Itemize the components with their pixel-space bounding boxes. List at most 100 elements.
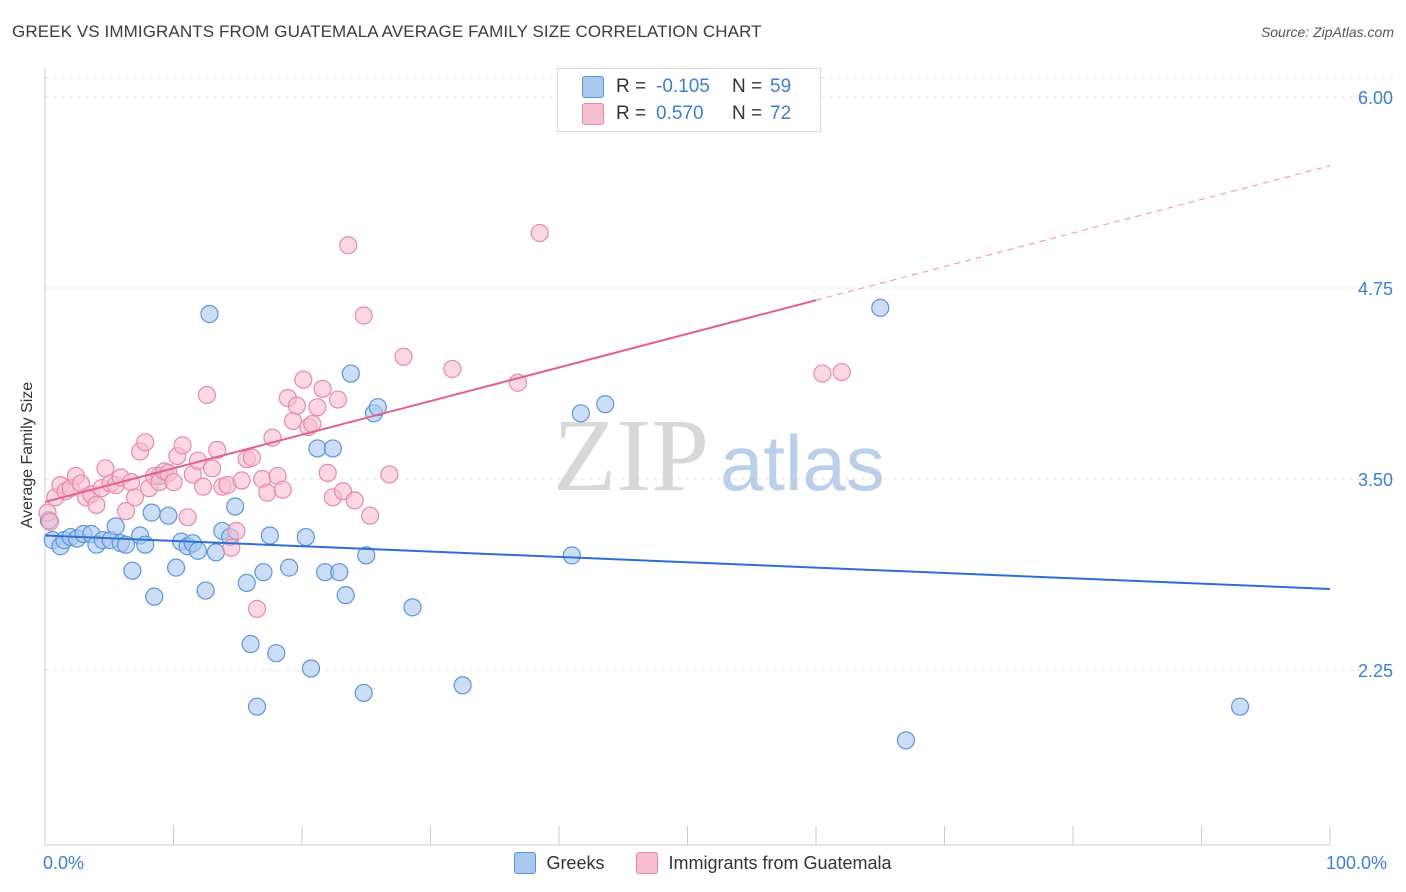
guatemala-point: [345, 491, 364, 510]
greeks-legend-swatch: [514, 852, 537, 874]
guatemala-legend-swatch: [636, 852, 659, 874]
greek-point: [206, 543, 226, 562]
legend-item-guatemala[interactable]: Immigrants from Guatemala: [636, 852, 892, 874]
guatemala-point: [202, 459, 222, 478]
guatemala-point: [116, 501, 136, 521]
trend-line-0: [44, 534, 1331, 591]
legend-item-greeks[interactable]: Greeks: [514, 852, 604, 874]
greek-point: [341, 364, 360, 383]
legend-n-label: N =: [732, 103, 763, 124]
greek-point: [196, 581, 215, 600]
guatemala-point: [222, 538, 241, 557]
y-tick-labels: 2.25 3.50 4.75 6.00: [1358, 88, 1393, 681]
axis-layer: [44, 68, 1331, 846]
guatemala-point: [41, 512, 60, 531]
guatemala-point: [197, 385, 217, 405]
series-legend: Greeks Immigrants from Guatemala: [0, 852, 1406, 874]
guatemala-point: [443, 359, 462, 379]
legend-n-value: 72: [770, 103, 792, 124]
legend-r-label: R =: [616, 76, 647, 97]
greek-point: [308, 439, 327, 458]
y-tick-label: 2.25: [1358, 661, 1393, 681]
guatemala-point: [258, 483, 277, 502]
guatemala-point: [313, 379, 332, 398]
greek-point: [247, 697, 267, 716]
greek-point: [116, 535, 136, 554]
guatemala-point: [287, 396, 306, 415]
guatemala-point: [227, 521, 246, 541]
guatemala-point: [318, 463, 337, 482]
y-tick-label: 4.75: [1358, 279, 1393, 299]
trend-line-dashed-1: [815, 165, 1331, 301]
greeks-legend-label: Greeks: [546, 852, 605, 873]
guatemala-point: [136, 433, 155, 452]
greeks-swatch: [582, 76, 604, 98]
trend-layer: [44, 165, 1331, 591]
greek-point: [106, 517, 125, 536]
guatemala-point: [121, 472, 141, 492]
y-tick-label: 6.00: [1358, 88, 1393, 108]
greek-point: [336, 586, 355, 605]
greek-point: [571, 404, 590, 423]
guatemala-point: [294, 370, 313, 389]
watermark: ZIP atlas: [553, 398, 885, 513]
legend-r-label: R =: [616, 103, 647, 124]
greek-point: [323, 439, 342, 458]
guatemala-point: [361, 506, 380, 525]
greek-point: [166, 558, 186, 577]
chart-title: GREEK VS IMMIGRANTS FROM GUATEMALA AVERA…: [12, 22, 762, 41]
legend-row-greeks: R = -0.105 N = 59: [582, 74, 791, 100]
guatemala-point: [273, 480, 292, 499]
greek-point: [330, 563, 349, 582]
legend-n-label: N =: [732, 76, 763, 97]
greek-point: [301, 659, 321, 678]
guatemala-point: [380, 465, 399, 484]
guatemala-point: [813, 364, 832, 383]
guatemala-point: [125, 488, 145, 507]
greek-point: [145, 587, 164, 606]
greek-point: [403, 598, 422, 617]
x-label-min: 0.0%: [43, 853, 85, 873]
guatemala-swatch: [582, 103, 604, 125]
greek-point: [226, 497, 245, 516]
greek-point: [280, 558, 299, 577]
guatemala-point: [164, 472, 183, 492]
greek-point: [354, 683, 373, 703]
watermark-atlas: atlas: [720, 419, 885, 507]
guatemala-legend-label: Immigrants from Guatemala: [668, 852, 892, 873]
x-label-max: 100.0%: [1326, 853, 1388, 873]
greek-point: [200, 304, 219, 324]
greek-point: [237, 573, 256, 593]
greek-point: [1230, 697, 1250, 716]
legend-row-guatemala: R = 0.570 N = 72: [582, 101, 791, 127]
greek-point: [142, 503, 161, 522]
greek-point: [357, 546, 376, 565]
y-tick-label: 3.50: [1358, 470, 1393, 490]
guatemala-point: [354, 306, 373, 325]
guatemala-point: [339, 236, 358, 255]
guatemala-point: [193, 477, 213, 496]
guatemala-point: [178, 508, 197, 527]
greek-point: [871, 298, 890, 317]
guatemala-point: [530, 223, 549, 243]
greek-point: [260, 526, 279, 545]
guatemala-point: [283, 411, 303, 431]
greek-point: [267, 644, 286, 663]
guatemala-point: [308, 398, 327, 417]
guatemala-point: [247, 599, 267, 618]
greek-point: [453, 676, 472, 695]
greek-point: [159, 506, 178, 525]
guatemala-point: [328, 390, 348, 409]
greek-point: [296, 527, 315, 547]
guatemala-point: [208, 440, 227, 460]
points-layer: [38, 223, 1250, 750]
greek-point: [896, 731, 916, 750]
legend-n-value: 59: [770, 76, 792, 97]
trend-line-solid-1: [44, 299, 817, 503]
legend-r-value: -0.105: [656, 76, 710, 97]
guatemala-point: [394, 347, 413, 366]
guatemala-point: [173, 436, 192, 455]
source-label: Source: ZipAtlas.com: [1260, 24, 1394, 40]
greek-point: [241, 634, 260, 654]
